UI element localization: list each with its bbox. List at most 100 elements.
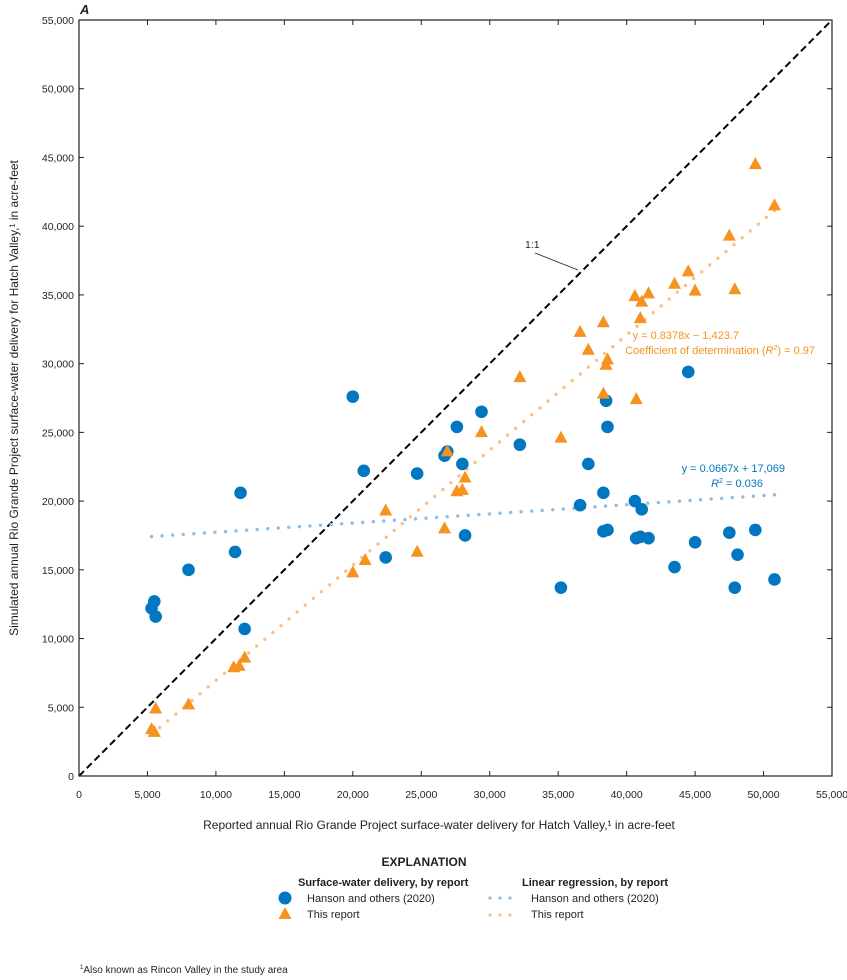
regression-dot (335, 576, 340, 580)
data-point-triangle (596, 315, 610, 328)
regression-dot (352, 562, 356, 567)
regression-dot (297, 524, 302, 529)
data-point-circle (642, 531, 655, 545)
y-tick-label: 20,000 (42, 496, 74, 508)
regression-dot (190, 698, 194, 703)
footnote-text: Also known as Rincon Valley in the study… (83, 965, 288, 976)
legend-this-report-regression-label: This report (531, 909, 584, 921)
data-point-circle (731, 548, 744, 561)
data-point-triangle (182, 697, 196, 710)
y-tick-label: 55,000 (42, 15, 74, 27)
regression-dot (677, 499, 682, 503)
regression-dot (350, 521, 354, 525)
data-point-triangle (633, 311, 647, 324)
regression-dot (772, 493, 777, 497)
regression-dot (741, 495, 745, 499)
regression-dot (498, 511, 502, 515)
regression-dot (157, 726, 162, 730)
plot-frame (78, 19, 833, 777)
regression-dot (709, 497, 713, 501)
legend-lines-heading: Linear regression, by report (522, 877, 668, 889)
data-point-circle (228, 545, 242, 559)
regression-dot (403, 517, 407, 522)
legend-this-report-line-icon (488, 913, 512, 917)
data-point-circle (635, 503, 648, 516)
regression-dot (708, 263, 712, 267)
regression-dot (433, 494, 437, 499)
legend-points-heading: Surface-water delivery, by report (298, 877, 469, 889)
regression-dot (445, 515, 449, 519)
data-point-circle (182, 563, 195, 577)
data-point-triangle (573, 324, 587, 337)
data-point-circle (346, 390, 360, 403)
regression-dot (477, 512, 481, 517)
regression-dot (716, 256, 720, 260)
data-point-circle (582, 457, 595, 471)
regression-dot (246, 651, 251, 655)
regression-dot (720, 496, 724, 501)
regression-dot (698, 498, 703, 502)
regression-dot (149, 534, 154, 539)
regression-dot (764, 215, 769, 220)
footnote-marker: 1 (80, 965, 84, 971)
regression-dot (263, 637, 267, 641)
regression-dot (751, 494, 756, 498)
regression-dot (213, 530, 217, 534)
y-tick-label: 5,000 (48, 702, 74, 714)
regression-dot (160, 534, 164, 538)
x-tick-label: 25,000 (405, 789, 437, 801)
data-point-circle (456, 457, 469, 471)
regression-dot (382, 519, 386, 523)
regression-dot (610, 344, 615, 349)
one-to-one-leader-line (534, 252, 579, 271)
panel-label: A (79, 2, 89, 17)
data-point-triangle (628, 289, 642, 302)
data-point-triangle (748, 157, 762, 170)
data-point-circle (357, 464, 371, 478)
regression-dot (303, 603, 307, 607)
x-tick-label: 5,000 (134, 789, 160, 801)
regression-dot (603, 504, 608, 508)
regression-dot (279, 623, 283, 628)
regression-dot (513, 426, 518, 431)
plot-area (78, 19, 833, 777)
regression-dot (530, 413, 534, 417)
regression-dot (546, 399, 550, 403)
x-tick-label: 15,000 (268, 789, 300, 801)
regression-dot (683, 283, 688, 288)
regression-dot (489, 447, 494, 451)
y-axis-title: Simulated annual Rio Grande Project surf… (7, 159, 21, 635)
regression-dot (192, 531, 196, 536)
regression-dot (319, 589, 324, 594)
data-point-circle (410, 467, 424, 480)
regression-dot (667, 500, 671, 504)
x-tick-label: 50,000 (747, 789, 779, 801)
data-point-circle (749, 523, 762, 537)
regression-dot (522, 419, 526, 424)
x-tick-label: 20,000 (337, 789, 369, 801)
y-tick-label: 0 (68, 771, 74, 783)
regression-dot (619, 338, 623, 342)
regression-dot (508, 510, 513, 515)
this-report-equation: y = 0.8378x − 1,423.7 (633, 330, 739, 342)
regression-dot (699, 270, 704, 274)
data-point-triangle (635, 294, 649, 307)
data-point-triangle (232, 658, 246, 671)
regression-dot (724, 249, 728, 254)
data-point-triangle (681, 264, 695, 277)
regression-dot (318, 523, 323, 527)
y-tick-label: 30,000 (42, 359, 74, 371)
regression-dot (519, 510, 523, 514)
x-tick-label: 10,000 (200, 789, 232, 801)
regression-dot (481, 453, 485, 458)
data-point-triangle (767, 198, 781, 211)
x-tick-label: 55,000 (816, 789, 847, 801)
footnote: 1Also known as Rincon Valley in the stud… (80, 965, 288, 976)
regression-dot (376, 542, 380, 546)
regression-dot (311, 596, 316, 601)
regression-dot (540, 508, 544, 513)
regression-dot (756, 222, 761, 226)
data-point-triangle (554, 430, 568, 443)
regression-dot (457, 474, 461, 478)
data-point-triangle (668, 276, 682, 289)
